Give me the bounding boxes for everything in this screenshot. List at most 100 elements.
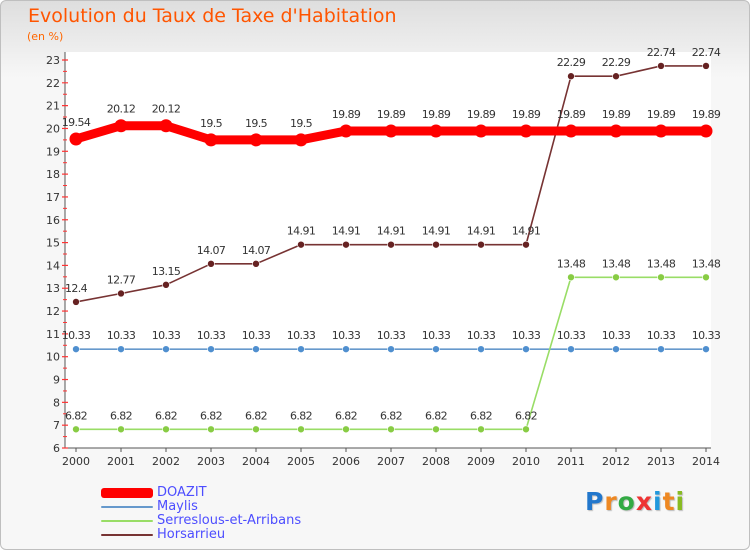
data-point <box>702 345 710 353</box>
data-label: 10.33 <box>557 329 586 342</box>
data-label: 22.29 <box>557 56 586 69</box>
legend-swatch <box>101 488 153 498</box>
data-label: 10.33 <box>602 329 631 342</box>
data-label: 10.33 <box>287 329 316 342</box>
data-label: 10.33 <box>332 329 361 342</box>
data-point <box>72 425 80 434</box>
x-tick-label: 2010 <box>512 455 540 468</box>
data-label: 19.89 <box>692 108 721 121</box>
data-point <box>612 273 620 282</box>
data-point <box>474 124 488 138</box>
y-tick-label: 9 <box>53 374 60 387</box>
data-label: 10.33 <box>242 329 271 342</box>
data-point <box>432 425 440 434</box>
data-label: 19.5 <box>290 117 313 130</box>
data-label: 19.89 <box>512 108 541 121</box>
data-point <box>432 345 440 353</box>
data-point <box>477 345 485 353</box>
data-label: 6.82 <box>470 409 492 422</box>
data-point <box>567 72 575 81</box>
y-tick-label: 16 <box>46 214 60 227</box>
data-label: 14.91 <box>377 225 406 238</box>
data-point <box>117 425 125 434</box>
data-point <box>477 425 485 434</box>
data-label: 6.82 <box>155 409 177 422</box>
data-point <box>702 62 710 70</box>
legend-label: Serreslous-et-Arribans <box>157 513 302 528</box>
data-label: 19.89 <box>647 108 676 121</box>
data-label: 19.89 <box>377 108 406 121</box>
data-point <box>342 240 350 249</box>
x-tick-label: 2003 <box>197 455 225 468</box>
legend-item: DOAZIT <box>101 486 301 500</box>
y-tick-label: 8 <box>53 396 60 409</box>
data-point <box>657 62 665 70</box>
chart-subtitle: (en %) <box>27 30 64 43</box>
logo-letter: P <box>585 487 605 516</box>
chart-legend: DOAZIT Maylis Serreslous-et-Arribans Horsar… <box>101 486 301 542</box>
data-label: 14.91 <box>512 225 541 238</box>
x-tick-label: 2002 <box>152 455 180 468</box>
data-point <box>699 124 713 138</box>
data-point <box>657 345 665 353</box>
data-point <box>342 425 350 434</box>
data-label: 10.33 <box>467 329 496 342</box>
y-tick-label: 13 <box>46 282 60 295</box>
data-point <box>72 345 80 353</box>
data-point <box>432 240 440 249</box>
data-point <box>612 345 620 353</box>
legend-label: Horsarrieu <box>157 527 226 542</box>
data-point <box>294 133 308 147</box>
data-label: 10.33 <box>62 329 91 342</box>
data-label: 13.48 <box>602 257 631 270</box>
logo-letter: t <box>662 487 676 516</box>
legend-swatch <box>101 520 153 522</box>
y-tick-label: 6 <box>53 442 60 455</box>
data-point <box>519 124 533 138</box>
data-label: 6.82 <box>110 409 132 422</box>
x-tick-label: 2000 <box>62 455 90 468</box>
x-tick-label: 2013 <box>647 455 675 468</box>
series-serreslous-et-arribans <box>72 273 710 434</box>
data-label: 10.33 <box>152 329 181 342</box>
data-point <box>252 345 260 353</box>
y-tick-label: 18 <box>46 168 60 181</box>
data-point <box>387 240 395 249</box>
data-point <box>387 345 395 353</box>
data-point <box>162 281 170 289</box>
plot-area <box>65 52 711 448</box>
data-point <box>567 345 575 353</box>
data-point <box>387 425 395 434</box>
data-label: 13.48 <box>692 257 721 270</box>
data-point <box>207 425 215 434</box>
data-label: 6.82 <box>425 409 447 422</box>
y-tick-label: 23 <box>46 54 60 67</box>
x-tick-label: 2007 <box>377 455 405 468</box>
data-label: 14.91 <box>422 225 451 238</box>
y-tick-label: 21 <box>46 100 60 113</box>
logo-letter: r <box>604 487 618 516</box>
data-label: 22.29 <box>602 56 631 69</box>
data-point <box>117 345 125 353</box>
y-tick-label: 12 <box>46 305 60 318</box>
data-point <box>297 345 305 353</box>
series-maylis <box>72 345 710 353</box>
data-point <box>654 124 668 138</box>
x-tick-label: 2005 <box>287 455 315 468</box>
data-label: 6.82 <box>335 409 357 422</box>
data-point <box>567 273 575 282</box>
x-tick-label: 2009 <box>467 455 495 468</box>
data-point <box>429 124 443 138</box>
data-label: 13.15 <box>152 265 181 278</box>
data-label: 10.33 <box>692 329 721 342</box>
series-horsarrieu <box>72 62 710 306</box>
x-tick-label: 2006 <box>332 455 360 468</box>
y-tick-label: 17 <box>46 191 60 204</box>
data-label: 19.5 <box>245 117 268 130</box>
x-tick-label: 2008 <box>422 455 450 468</box>
data-point <box>249 133 263 147</box>
data-point <box>657 273 665 282</box>
data-point <box>522 240 530 249</box>
legend-item: Horsarrieu <box>101 528 301 542</box>
